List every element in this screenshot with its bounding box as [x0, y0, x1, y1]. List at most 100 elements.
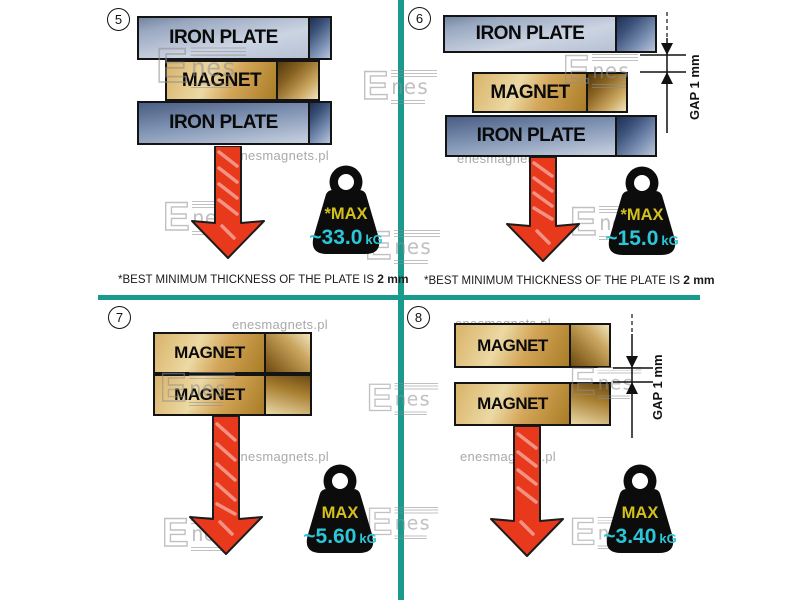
svg-text:~33.0kG: ~33.0 kG — [309, 226, 382, 249]
gap-label: GAP 1 mm — [650, 354, 665, 420]
plate-face: IRON PLATE — [139, 18, 308, 58]
max-label: MAX — [622, 504, 659, 522]
logo-nes: nes — [394, 387, 431, 411]
logo-lines — [597, 366, 642, 374]
watermark-url: enesmagnets.pl — [232, 317, 328, 332]
logo-e: E — [570, 365, 595, 399]
logo-nes: nes — [394, 235, 432, 259]
logo-e: E — [156, 45, 187, 88]
panel-6-number-badge: 6 — [408, 7, 431, 30]
panel-number: 6 — [415, 11, 424, 26]
logo-e: E — [163, 199, 189, 235]
magnet-label: MAGNET — [490, 81, 570, 103]
max-label: *MAX — [324, 205, 367, 223]
logo-nes: nes — [394, 511, 431, 535]
panel-number: 5 — [114, 12, 123, 27]
logo-lines — [592, 54, 638, 61]
magnet-end-cap — [569, 325, 609, 366]
logo-lines — [394, 230, 440, 237]
panel-number: 7 — [115, 310, 124, 325]
magnet-label: MAGNET — [477, 335, 548, 355]
magnet-face: MAGNET — [155, 376, 264, 414]
panel-7-number-badge: 7 — [108, 306, 131, 329]
caption-bold: 2 mm — [377, 272, 409, 286]
enes-logo-watermark: E nes — [563, 52, 638, 89]
force-arrow-icon — [189, 416, 263, 555]
logo-nes: nes — [592, 59, 630, 83]
plate-face: IRON PLATE — [139, 103, 308, 143]
logo-nes: nes — [391, 75, 429, 99]
iron-plate-bottom: IRON PLATE — [137, 101, 332, 145]
logo-e: E — [563, 52, 589, 88]
caption-text: *BEST MINIMUM THICKNESS OF THE PLATE IS — [424, 275, 681, 287]
enes-logo-watermark: E nes — [367, 381, 439, 417]
magnet-top-block: MAGNET — [454, 323, 611, 368]
logo-lines — [394, 411, 427, 417]
force-arrow-icon — [506, 157, 580, 262]
panel-5-number-badge: 5 — [107, 8, 130, 31]
enes-logo-watermark: E nes — [570, 365, 642, 401]
unit-label: kG — [659, 531, 676, 546]
iron-plate-label: IRON PLATE — [475, 23, 585, 44]
iron-plate-top: IRON PLATE — [443, 15, 657, 53]
force-arrow-icon — [191, 146, 265, 259]
logo-lines — [189, 372, 235, 379]
iron-plate-label: IRON PLATE — [169, 112, 278, 133]
weight-kettlebell-icon: *MAX ~15.0 kG — [605, 166, 679, 255]
magnet-face: MAGNET — [474, 74, 586, 111]
watermark-url: enesmagnets.pl — [233, 449, 329, 464]
caption-text: *BEST MINIMUM THICKNESS OF THE PLATE IS — [118, 274, 375, 286]
panel-number: 8 — [414, 310, 423, 325]
plate-end-cap — [308, 18, 330, 58]
plate-end-cap — [308, 103, 330, 143]
logo-lines — [394, 260, 428, 265]
panel-8-number-badge: 8 — [407, 306, 430, 329]
plate-end-cap — [615, 17, 655, 51]
logo-lines — [394, 535, 427, 541]
logo-lines — [391, 100, 425, 105]
magnet-end-cap — [264, 376, 310, 414]
iron-plate-label: IRON PLATE — [169, 27, 278, 48]
plate-face: IRON PLATE — [447, 117, 615, 155]
max-value: ~3.40 — [603, 525, 656, 548]
weight-kettlebell-icon: *MAX ~33.0 kG — [309, 165, 383, 254]
magnet-bottom-block: MAGNET — [153, 374, 312, 416]
magnet-face: MAGNET — [456, 384, 569, 424]
logo-lines — [592, 84, 626, 89]
magnet-end-cap — [264, 334, 310, 372]
watermark-url: enesmagnets.pl — [233, 148, 329, 163]
logo-nes: nes — [190, 53, 237, 83]
logo-lines — [394, 382, 439, 390]
horizontal-divider — [98, 295, 700, 300]
enes-logo-watermark: E nes — [156, 45, 246, 90]
iron-plate-top: IRON PLATE — [137, 16, 332, 60]
magnet-label: MAGNET — [477, 394, 548, 413]
caption-bold: 2 mm — [683, 273, 715, 287]
iron-plate-bottom: IRON PLATE — [445, 115, 657, 157]
logo-lines — [189, 402, 223, 407]
logo-lines — [394, 506, 439, 514]
svg-text:~15.0kG: ~15.0 kG — [605, 227, 678, 250]
caption-min-thickness: *BEST MINIMUM THICKNESS OF THE PLATE IS … — [118, 272, 409, 286]
magnet-face: MAGNET — [456, 325, 569, 366]
enes-logo-watermark: E nes — [362, 68, 437, 105]
logo-e: E — [162, 515, 188, 551]
enes-logo-watermark: E nes — [367, 505, 439, 541]
magnet-end-cap — [569, 384, 609, 424]
gap-dimension: GAP 1 mm — [640, 12, 702, 133]
magnet-block: MAGNET — [472, 72, 628, 113]
magnet-label: MAGNET — [174, 343, 245, 362]
max-value: ~5.60 — [303, 525, 356, 548]
force-arrow-icon — [490, 426, 564, 557]
magnet-label: MAGNET — [174, 385, 245, 404]
max-label: *MAX — [620, 206, 663, 224]
gap-dimension: GAP 1 mm — [613, 314, 665, 438]
logo-lines — [190, 47, 246, 56]
gap-label: GAP 1 mm — [687, 54, 702, 120]
logo-e: E — [570, 204, 596, 240]
max-value: ~33.0 — [309, 226, 362, 249]
vertical-divider — [398, 0, 404, 600]
